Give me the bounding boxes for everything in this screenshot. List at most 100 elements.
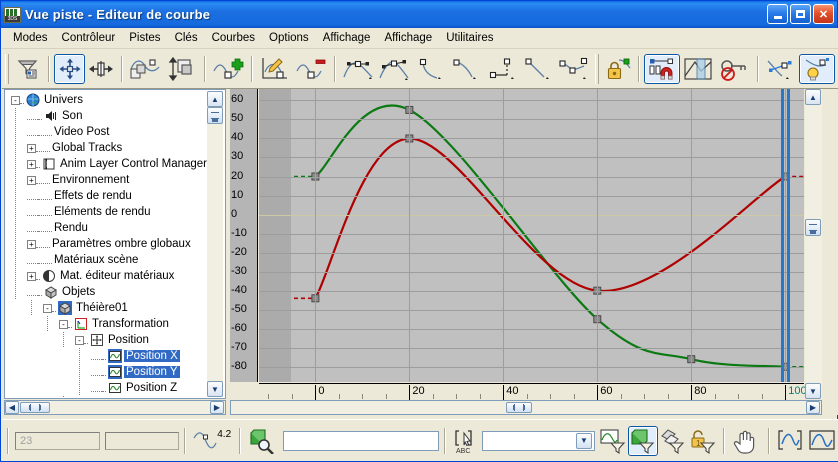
tree-hscroll-thumb[interactable]	[20, 402, 50, 413]
tangent-custom-button[interactable]	[520, 54, 556, 84]
scale-values-button[interactable]	[163, 54, 199, 84]
time-slider-bar[interactable]	[787, 89, 791, 382]
tree-item-transformation[interactable]: - Transformation	[5, 316, 210, 332]
toolbar-grip-2[interactable]	[595, 53, 599, 84]
tangent-linear-button[interactable]	[376, 54, 412, 84]
filter-single-button[interactable]: 1	[688, 426, 718, 456]
filter-combo[interactable]: ▼	[481, 430, 595, 451]
tree-item-univers[interactable]: - Univers	[5, 92, 210, 108]
snap-frames-button[interactable]	[644, 53, 680, 84]
tree-item-th-i-re01[interactable]: - Théière01	[5, 300, 210, 316]
zoom-extents-curve-button[interactable]	[806, 426, 838, 456]
filter-objects-button[interactable]	[628, 425, 658, 456]
close-button[interactable]: ✕	[813, 4, 834, 24]
graph-scroll-down-button[interactable]: ▼	[805, 383, 821, 399]
tree-horizontal-scrollbar[interactable]: ◀ ▶	[4, 400, 226, 415]
chevron-down-icon[interactable]: ▼	[576, 432, 592, 449]
tree-item-rendu[interactable]: Rendu	[5, 220, 210, 236]
tree-item-anim-layer-control-manager[interactable]: + Anim Layer Control Manager	[5, 156, 210, 172]
show-all-tangents-button[interactable]	[799, 53, 835, 84]
tree-scroll-left-button[interactable]: ◀	[5, 401, 19, 414]
tree-item-mat-riaux-sc-ne[interactable]: Matériaux scène	[5, 252, 210, 268]
graph-scroll-right-button[interactable]: ▶	[806, 401, 820, 414]
tangent-smooth-button[interactable]	[340, 54, 376, 84]
graph-scroll-up-button[interactable]: ▲	[805, 89, 821, 105]
graph-horizontal-scrollbar[interactable]: ▶	[230, 400, 822, 415]
menu-item-cls-3[interactable]: Clés	[174, 32, 198, 44]
menu-item-modes-0[interactable]: Modes	[13, 32, 48, 44]
tree-item-son[interactable]: Son	[5, 108, 210, 124]
track-list-panel[interactable]: - Univers Son Video Post + Global Tracks + Anim…	[4, 89, 226, 399]
tree-item-objets[interactable]: Objets	[5, 284, 210, 300]
track-tree[interactable]: - Univers Son Video Post + Global Tracks + Anim…	[5, 92, 210, 398]
tree-item-position[interactable]: - Position	[5, 332, 210, 348]
key-time-field[interactable]: 23	[15, 431, 101, 450]
menu-item-affichage-7[interactable]: Affichage	[384, 32, 433, 44]
tree-scroll-down-button[interactable]: ▼	[207, 381, 223, 397]
tree-item-el-ments-de-rendu[interactable]: Eléments de rendu	[5, 204, 210, 220]
tree-expander-expand[interactable]: +	[27, 271, 36, 281]
tree-expander-collapse[interactable]: -	[11, 95, 20, 105]
tree-expander-expand[interactable]: +	[27, 159, 36, 169]
slide-keys-button[interactable]	[85, 54, 116, 84]
zoom-region-button[interactable]	[245, 426, 279, 456]
tree-expander-expand[interactable]: +	[27, 175, 36, 185]
maximize-button[interactable]	[790, 4, 811, 24]
tangent-fast-button[interactable]	[484, 54, 520, 84]
move-keys-button[interactable]	[54, 53, 85, 84]
key-value-field[interactable]	[105, 431, 180, 450]
graph-scroll-thumb[interactable]	[805, 219, 821, 236]
menu-item-affichage-6[interactable]: Affichage	[322, 32, 371, 44]
menu-item-courbes-4[interactable]: Courbes	[211, 32, 256, 44]
curve-position-y[interactable]	[314, 137, 786, 299]
filter-mats-button[interactable]	[658, 426, 688, 456]
curve-plot-area[interactable]	[259, 89, 804, 382]
tree-expander-collapse[interactable]: -	[75, 335, 84, 345]
tree-scroll-right-button[interactable]: ▶	[210, 401, 224, 414]
filter-button[interactable]	[12, 54, 43, 84]
tree-item-position-y[interactable]: Position Y	[5, 364, 210, 380]
show-tangents-button[interactable]	[763, 54, 799, 84]
scale-keys-button[interactable]	[127, 54, 163, 84]
tangent-slow-button[interactable]	[448, 54, 484, 84]
curve-position-x[interactable]	[314, 104, 786, 368]
tree-scroll-thumb[interactable]	[207, 107, 223, 124]
time-slider-bar[interactable]	[781, 89, 785, 382]
name-select-button[interactable]: ABC	[450, 426, 480, 456]
menu-item-options-5[interactable]: Options	[269, 32, 309, 44]
tree-item-position-z[interactable]: Position Z	[5, 380, 210, 396]
tree-expander-expand[interactable]: +	[27, 239, 36, 249]
toolbar-grip[interactable]	[5, 53, 9, 84]
graph-vertical-scrollbar[interactable]: ▲ ▼	[805, 89, 822, 399]
tree-item-effets-de-rendu[interactable]: Effets de rendu	[5, 188, 210, 204]
tree-item-global-tracks[interactable]: + Global Tracks	[5, 140, 210, 156]
lock-tangent-button[interactable]	[602, 54, 633, 84]
param-curve-out-button[interactable]	[680, 54, 716, 84]
tree-expander-collapse[interactable]: -	[43, 303, 52, 313]
tree-scroll-up-button[interactable]: ▲	[207, 91, 223, 107]
zoom-region-curve-button[interactable]	[774, 426, 806, 456]
tree-item-video-post[interactable]: Video Post	[5, 124, 210, 140]
menu-item-pistes-2[interactable]: Pistes	[129, 32, 161, 44]
time-axis[interactable]: 0 20 40 60 80 100	[259, 383, 807, 400]
show-keyable-button[interactable]	[716, 54, 752, 84]
tree-vertical-scrollbar[interactable]: ▲ ▼	[207, 91, 223, 397]
search-input[interactable]	[283, 430, 439, 451]
menu-item-utilitaires-8[interactable]: Utilitaires	[446, 32, 494, 44]
tree-expander-expand[interactable]: +	[27, 143, 36, 153]
minimize-button[interactable]	[767, 4, 788, 24]
tree-item-mat-diteur-mat-riaux[interactable]: + Mat. éditeur matériaux	[5, 268, 210, 284]
filter-curves-button[interactable]	[598, 426, 628, 456]
animation-curves[interactable]	[259, 89, 804, 382]
tree-item-param-tres-ombre-globaux[interactable]: + Paramètres ombre globaux	[5, 236, 210, 252]
tangent-step-button[interactable]	[412, 54, 448, 84]
tree-expander-collapse[interactable]: -	[59, 319, 68, 329]
tree-item-position-x[interactable]: Position X	[5, 348, 210, 364]
add-keys-button[interactable]	[210, 54, 246, 84]
tree-item-rotation[interactable]: +Rotation	[5, 396, 210, 398]
reduce-keys-button[interactable]	[293, 54, 329, 84]
graph-hscroll-thumb[interactable]	[506, 402, 532, 413]
menu-item-contrleur-1[interactable]: Contrôleur	[61, 32, 116, 44]
tree-item-environnement[interactable]: + Environnement	[5, 172, 210, 188]
